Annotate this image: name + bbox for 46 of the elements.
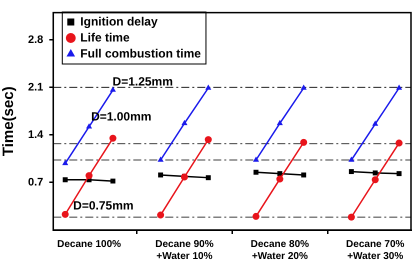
y-tick-label: 2.1 — [28, 81, 44, 94]
point — [252, 156, 260, 162]
point — [62, 177, 68, 182]
legend-label: Ignition delay — [80, 14, 158, 28]
point — [157, 212, 164, 219]
y-tick-label: 1.4 — [28, 128, 44, 141]
legend-label: Life time — [80, 30, 130, 44]
x-tick-label: Decane 80% +Water 20% — [250, 238, 310, 262]
legend-label: Full combustion time — [80, 46, 202, 60]
point — [348, 169, 354, 174]
point — [396, 84, 402, 90]
y-tick-label: 0.7 — [28, 176, 44, 188]
point — [276, 176, 284, 183]
point — [396, 140, 403, 147]
point — [348, 156, 354, 162]
point — [181, 120, 188, 126]
point — [252, 212, 260, 220]
point — [372, 120, 378, 126]
point — [62, 210, 69, 218]
point — [109, 134, 116, 142]
y-tick-label: 2.8 — [28, 34, 44, 46]
point — [254, 170, 258, 175]
annotation: D=1.25mm — [112, 74, 173, 88]
point — [396, 171, 402, 176]
x-tick-label: Decane 100% — [57, 238, 122, 250]
point — [158, 172, 164, 178]
x-tick-label: Decane 70% +Water 30% — [346, 238, 405, 262]
point — [62, 160, 68, 166]
point — [206, 175, 211, 180]
point — [205, 84, 212, 90]
annotation: D=0.75mm — [73, 198, 134, 212]
point — [86, 123, 92, 128]
point — [110, 86, 116, 92]
point — [300, 138, 308, 146]
point — [158, 156, 164, 162]
point — [372, 176, 379, 184]
x-tick-label: Decane 90% +Water 10% — [155, 238, 214, 262]
point — [86, 172, 93, 180]
point — [301, 172, 306, 178]
point — [276, 120, 283, 126]
point — [300, 84, 307, 90]
point — [348, 214, 355, 221]
y-axis-title: Time(sec) — [0, 86, 18, 156]
point — [372, 170, 378, 176]
point — [110, 178, 116, 184]
point — [204, 136, 212, 144]
